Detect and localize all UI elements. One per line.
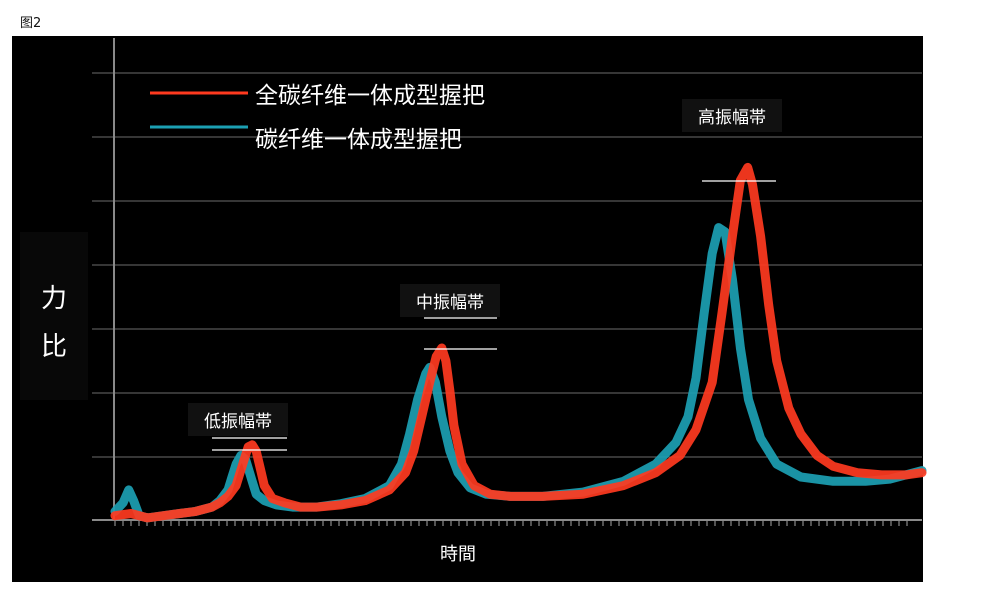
legend-entry-carbon: 碳纤维一体成型握把 [255, 127, 462, 153]
annotation-mid-amplitude: 中振幅帯 [400, 284, 500, 317]
legend-entry-full-carbon: 全碳纤维一体成型握把 [255, 83, 485, 109]
series-layer [110, 162, 927, 523]
x-axis-label: 時間 [440, 544, 476, 565]
y-axis-label-box: 力 比 [20, 232, 88, 400]
figure-label: 图2 [20, 16, 42, 31]
y-axis-label-line-2: 比 [40, 332, 67, 362]
annotation-high-amplitude: 高振幅帯 [682, 99, 782, 132]
annotation-low-amplitude: 低振幅帯 [188, 403, 288, 436]
axes [92, 38, 922, 526]
grid-lines [92, 72, 922, 458]
series-line-0 [110, 162, 927, 523]
y-axis-label-line-1: 力 [40, 284, 67, 314]
legend-swatches [150, 91, 248, 129]
